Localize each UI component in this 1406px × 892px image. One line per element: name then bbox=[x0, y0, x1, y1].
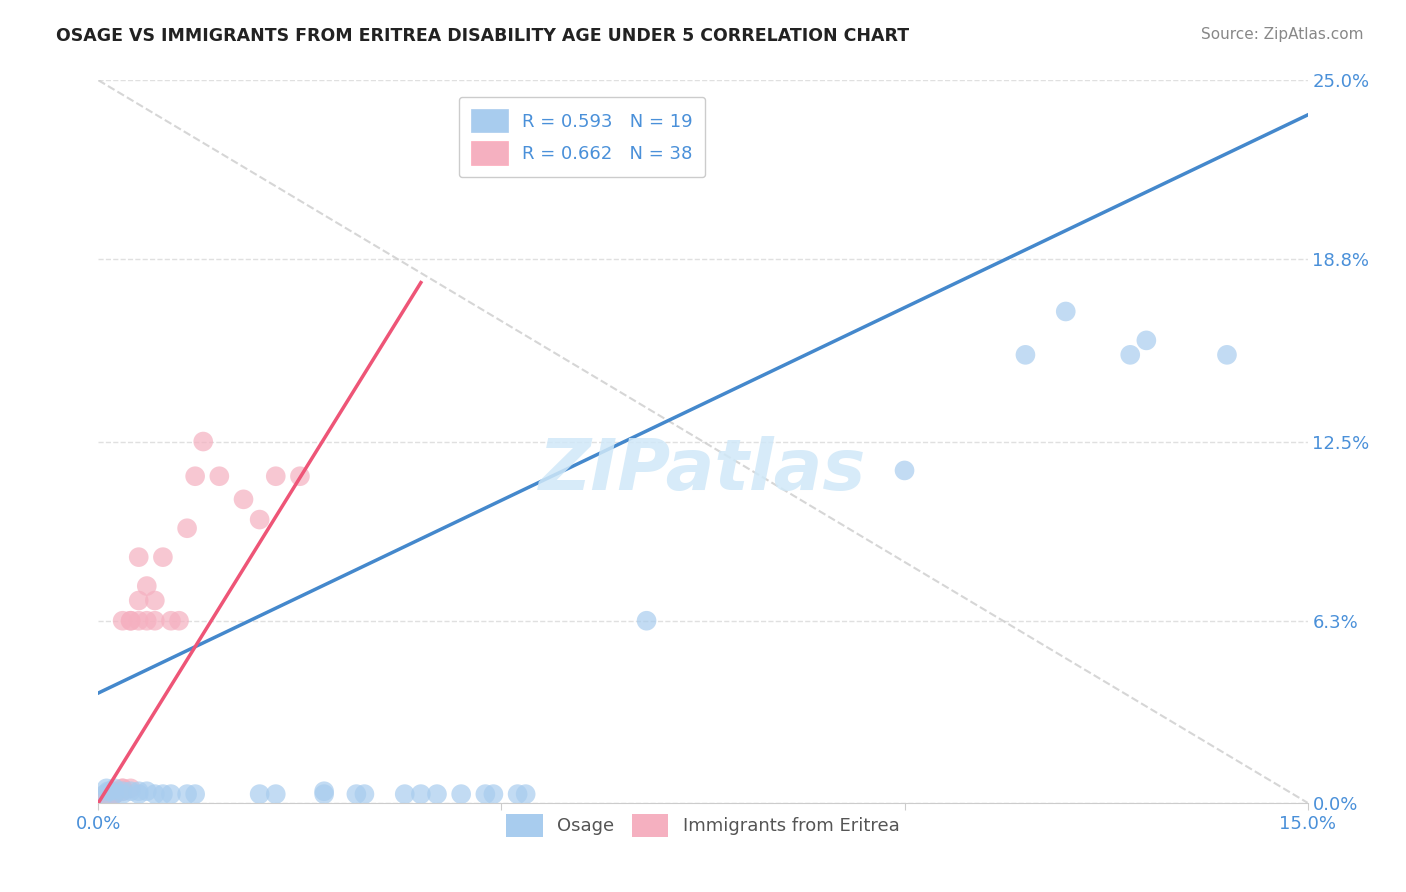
Point bbox=[184, 469, 207, 483]
Point bbox=[143, 614, 166, 628]
Point bbox=[128, 593, 150, 607]
Point bbox=[87, 796, 110, 810]
Point bbox=[128, 550, 150, 565]
Point bbox=[120, 784, 142, 798]
Point bbox=[1119, 348, 1142, 362]
Point bbox=[167, 614, 190, 628]
Point bbox=[135, 784, 157, 798]
Point bbox=[344, 787, 367, 801]
Point bbox=[1135, 334, 1157, 348]
Text: ZIPatlas: ZIPatlas bbox=[540, 436, 866, 505]
Point bbox=[314, 784, 336, 798]
Point bbox=[176, 521, 198, 535]
Point bbox=[111, 614, 134, 628]
Point bbox=[152, 787, 174, 801]
Point bbox=[103, 781, 125, 796]
Point bbox=[135, 579, 157, 593]
Point bbox=[160, 787, 183, 801]
Text: Source: ZipAtlas.com: Source: ZipAtlas.com bbox=[1201, 27, 1364, 42]
Point bbox=[482, 787, 505, 801]
Point bbox=[515, 787, 537, 801]
Point bbox=[120, 614, 142, 628]
Point bbox=[314, 787, 336, 801]
Point bbox=[1014, 348, 1036, 362]
Point bbox=[111, 781, 134, 796]
Point bbox=[394, 787, 416, 801]
Point bbox=[288, 469, 311, 483]
Point bbox=[103, 787, 125, 801]
Point bbox=[103, 784, 125, 798]
Point bbox=[111, 787, 134, 801]
Point bbox=[97, 784, 120, 798]
Point bbox=[128, 614, 150, 628]
Point bbox=[96, 787, 118, 801]
Point bbox=[1054, 304, 1077, 318]
Point bbox=[91, 793, 114, 807]
Point bbox=[193, 434, 215, 449]
Point bbox=[87, 793, 110, 807]
Point bbox=[87, 793, 110, 807]
Text: OSAGE VS IMMIGRANTS FROM ERITREA DISABILITY AGE UNDER 5 CORRELATION CHART: OSAGE VS IMMIGRANTS FROM ERITREA DISABIL… bbox=[56, 27, 910, 45]
Point bbox=[249, 787, 271, 801]
Point bbox=[128, 784, 150, 798]
Point bbox=[208, 469, 231, 483]
Point bbox=[111, 784, 134, 798]
Legend: Osage, Immigrants from Eritrea: Osage, Immigrants from Eritrea bbox=[499, 806, 907, 845]
Point bbox=[1216, 348, 1239, 362]
Point bbox=[506, 787, 529, 801]
Point bbox=[264, 469, 287, 483]
Point bbox=[184, 787, 207, 801]
Point bbox=[96, 790, 118, 805]
Point bbox=[135, 614, 157, 628]
Point bbox=[96, 781, 118, 796]
Point bbox=[111, 781, 134, 796]
Point bbox=[636, 614, 658, 628]
Point bbox=[143, 787, 166, 801]
Point bbox=[100, 790, 122, 805]
Point bbox=[353, 787, 375, 801]
Point bbox=[128, 787, 150, 801]
Point bbox=[160, 614, 183, 628]
Point bbox=[450, 787, 472, 801]
Point bbox=[87, 796, 110, 810]
Point bbox=[152, 550, 174, 565]
Point bbox=[103, 787, 125, 801]
Point bbox=[176, 787, 198, 801]
Point bbox=[893, 463, 915, 477]
Point bbox=[94, 787, 117, 801]
Point bbox=[120, 781, 142, 796]
Point bbox=[120, 614, 142, 628]
Point bbox=[111, 784, 134, 798]
Point bbox=[474, 787, 496, 801]
Point bbox=[143, 593, 166, 607]
Point bbox=[426, 787, 449, 801]
Point bbox=[96, 793, 118, 807]
Point bbox=[264, 787, 287, 801]
Point bbox=[103, 787, 125, 801]
Point bbox=[232, 492, 254, 507]
Point bbox=[249, 512, 271, 526]
Point bbox=[409, 787, 432, 801]
Point bbox=[96, 790, 118, 805]
Point bbox=[100, 784, 122, 798]
